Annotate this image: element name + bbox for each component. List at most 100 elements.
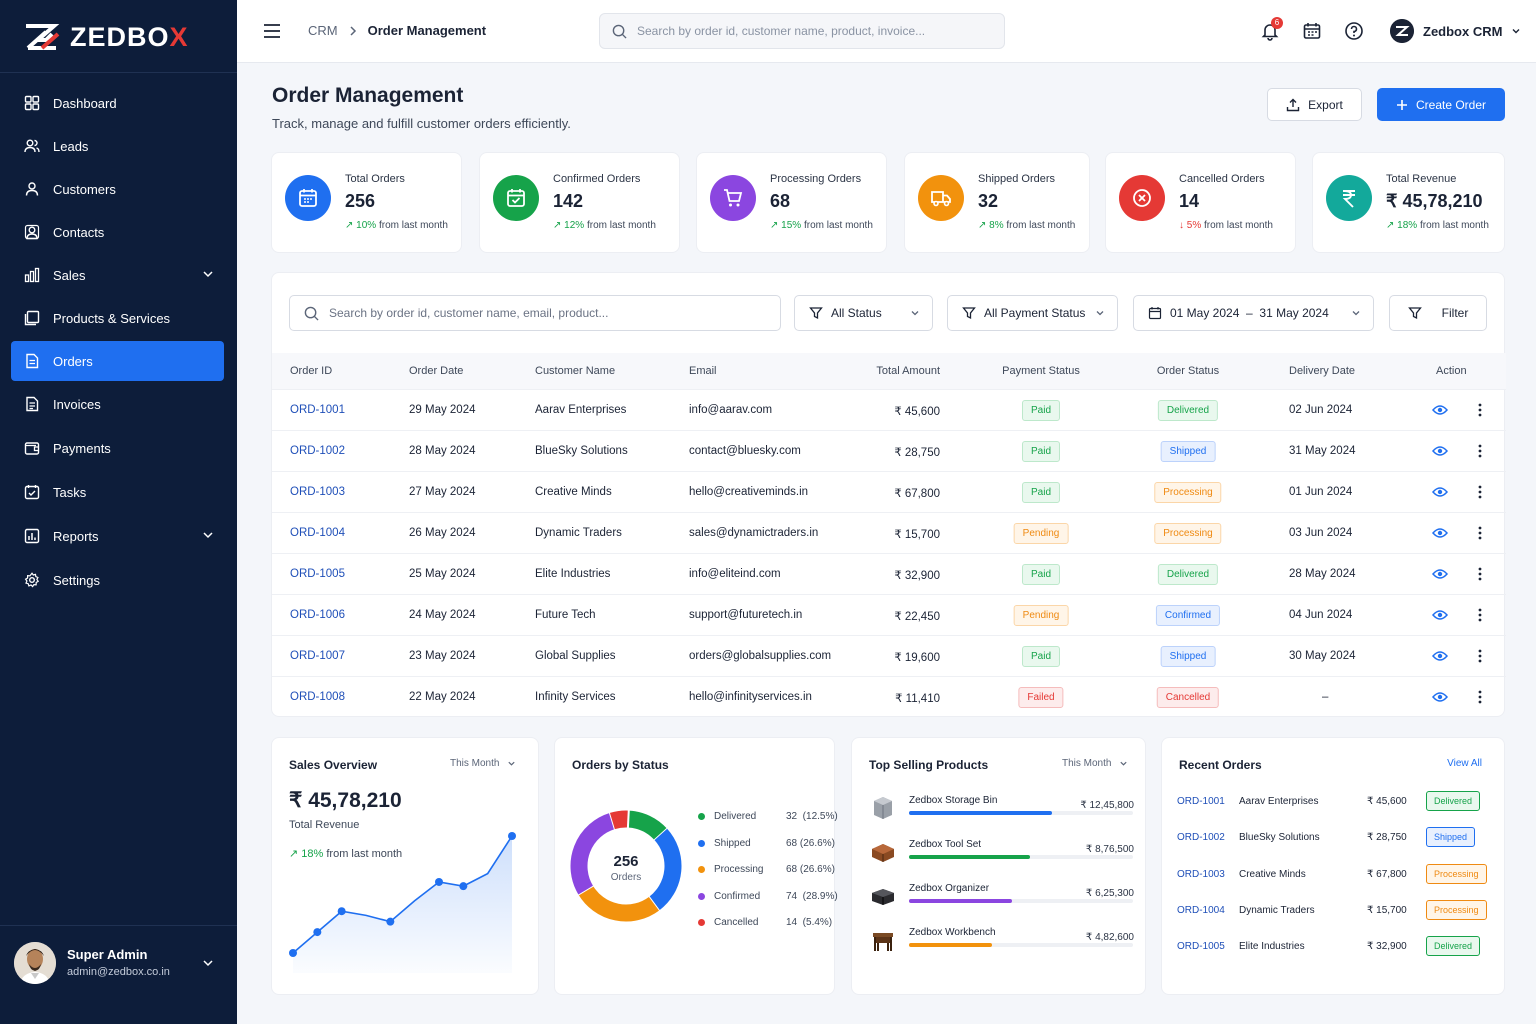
stat-card-shipped-orders[interactable]: Shipped Orders 32 ↗ 8% from last month xyxy=(904,152,1090,253)
recent-order-item[interactable]: ORD-1001 Aarav Enterprises ₹ 45,600 Deliver… xyxy=(1177,791,1489,813)
chevron-right-icon xyxy=(350,25,356,36)
period-dropdown[interactable]: This Month xyxy=(450,758,516,769)
table-row[interactable]: ORD-1006 24 May 2024 Future Tech support@fu… xyxy=(272,594,1506,635)
more-vertical-icon[interactable] xyxy=(1478,567,1482,581)
payment-status-badge: Paid xyxy=(1021,400,1061,421)
calendar-icon[interactable] xyxy=(1302,21,1322,41)
table-row[interactable]: ORD-1003 27 May 2024 Creative Minds hello@c… xyxy=(272,471,1506,512)
chevron-down-icon[interactable] xyxy=(202,957,214,969)
payment-status-filter[interactable]: All Payment Status xyxy=(947,295,1118,331)
period-dropdown[interactable]: This Month xyxy=(1062,758,1128,769)
product-item[interactable]: Zedbox Workbench ₹ 4,82,600 xyxy=(869,925,1134,961)
status-filter[interactable]: All Status xyxy=(794,295,933,331)
view-eye-icon[interactable] xyxy=(1432,445,1448,457)
global-search-input[interactable] xyxy=(637,24,977,38)
donut-slice-cancelled xyxy=(609,810,629,830)
order-id-link[interactable]: ORD-1004 xyxy=(290,527,345,539)
order-id-link[interactable]: ORD-1004 xyxy=(1177,904,1225,916)
view-eye-icon[interactable] xyxy=(1432,568,1448,580)
view-eye-icon[interactable] xyxy=(1432,609,1448,621)
help-icon[interactable] xyxy=(1344,21,1364,41)
sidebar-item-leads[interactable]: Leads xyxy=(11,126,224,166)
breadcrumb-root[interactable]: CRM xyxy=(308,23,338,38)
contact-icon xyxy=(24,224,40,240)
more-vertical-icon[interactable] xyxy=(1478,444,1482,458)
recent-order-item[interactable]: ORD-1004 Dynamic Traders ₹ 15,700 Processin… xyxy=(1177,899,1489,922)
legend-dot xyxy=(698,892,705,900)
product-item[interactable]: Zedbox Storage Bin ₹ 12,45,800 xyxy=(869,793,1134,829)
brand-logo[interactable]: ZEDBOX xyxy=(24,22,189,52)
customer-name: Infinity Services xyxy=(535,691,616,703)
more-vertical-icon[interactable] xyxy=(1478,485,1482,499)
recent-order-item[interactable]: ORD-1005 Elite Industries ₹ 32,900 Delivere… xyxy=(1177,936,1489,958)
more-vertical-icon[interactable] xyxy=(1478,526,1482,540)
order-id-link[interactable]: ORD-1005 xyxy=(290,568,345,580)
order-id-link[interactable]: ORD-1007 xyxy=(290,650,345,662)
sidebar-item-tasks[interactable]: Tasks xyxy=(11,472,224,512)
more-vertical-icon[interactable] xyxy=(1478,403,1482,417)
view-eye-icon[interactable] xyxy=(1432,650,1448,662)
view-all-link[interactable]: View All xyxy=(1447,758,1482,769)
sidebar-item-settings[interactable]: Settings xyxy=(11,560,224,600)
date-range-filter[interactable]: 01 May 2024 – 31 May 2024 xyxy=(1133,295,1374,331)
table-row[interactable]: ORD-1007 23 May 2024 Global Supplies orders… xyxy=(272,635,1506,676)
create-order-button[interactable]: Create Order xyxy=(1377,88,1505,121)
menu-icon[interactable] xyxy=(263,23,281,39)
organizer-image xyxy=(872,889,894,905)
sidebar-item-payments[interactable]: Payments xyxy=(11,428,224,468)
legend-label: Shipped xyxy=(714,837,751,849)
view-eye-icon[interactable] xyxy=(1432,527,1448,539)
page-title: Order Management xyxy=(272,84,464,107)
recent-order-item[interactable]: ORD-1002 BlueSky Solutions ₹ 28,750 Shipped xyxy=(1177,827,1489,849)
order-id-link[interactable]: ORD-1003 xyxy=(1177,868,1225,880)
product-item[interactable]: Zedbox Tool Set ₹ 8,76,500 xyxy=(869,837,1134,873)
order-id-link[interactable]: ORD-1006 xyxy=(290,609,345,621)
sidebar-item-invoices[interactable]: Invoices xyxy=(11,384,224,424)
sidebar-item-products-services[interactable]: Products & Services xyxy=(11,298,224,338)
order-id-link[interactable]: ORD-1002 xyxy=(1177,832,1225,844)
table-row[interactable]: ORD-1001 29 May 2024 Aarav Enterprises info… xyxy=(272,389,1506,430)
view-eye-icon[interactable] xyxy=(1432,486,1448,498)
legend-item: Confirmed 74 (28.9%) xyxy=(698,891,838,902)
sales-data-point xyxy=(289,949,297,957)
view-eye-icon[interactable] xyxy=(1432,404,1448,416)
calendar-icon xyxy=(1148,307,1162,320)
account-switcher[interactable]: Zedbox CRM xyxy=(1390,19,1521,43)
order-id-link[interactable]: ORD-1005 xyxy=(1177,941,1225,953)
legend-value: 14 (5.4%) xyxy=(786,917,833,928)
payment-status-badge: Failed xyxy=(1018,687,1064,708)
stat-card-total-revenue[interactable]: Total Revenue ₹ 45,78,210 ↗ 18% from last … xyxy=(1312,152,1505,253)
sidebar-item-dashboard[interactable]: Dashboard xyxy=(11,83,224,123)
stat-card-confirmed-orders[interactable]: Confirmed Orders 142 ↗ 12% from last month xyxy=(479,152,680,253)
table-row[interactable]: ORD-1004 26 May 2024 Dynamic Traders sales@… xyxy=(272,512,1506,553)
more-vertical-icon[interactable] xyxy=(1478,649,1482,663)
sidebar-item-customers[interactable]: Customers xyxy=(11,169,224,209)
sidebar-item-orders[interactable]: Orders xyxy=(11,341,224,381)
stat-card-total-orders[interactable]: Total Orders 256 ↗ 10% from last month xyxy=(271,152,462,253)
order-id-link[interactable]: ORD-1008 xyxy=(290,691,345,703)
order-id-link[interactable]: ORD-1003 xyxy=(290,486,345,498)
table-row[interactable]: ORD-1002 28 May 2024 BlueSky Solutions cont… xyxy=(272,430,1506,471)
filter-button[interactable]: Filter xyxy=(1389,295,1487,331)
table-search-input[interactable] xyxy=(329,306,769,320)
table-row[interactable]: ORD-1008 22 May 2024 Infinity Services hell… xyxy=(272,676,1506,717)
order-id-link[interactable]: ORD-1002 xyxy=(290,445,345,457)
user-profile[interactable]: Super Admin admin@zedbox.co.in xyxy=(14,942,224,984)
sales-icon xyxy=(24,267,40,283)
product-item[interactable]: Zedbox Organizer ₹ 6,25,300 xyxy=(869,881,1134,917)
sidebar-item-sales[interactable]: Sales xyxy=(11,255,224,295)
stat-card-processing-orders[interactable]: Processing Orders 68 ↗ 15% from last month xyxy=(696,152,887,253)
sidebar-item-reports[interactable]: Reports xyxy=(11,516,224,556)
order-id-link[interactable]: ORD-1001 xyxy=(1177,796,1225,807)
more-vertical-icon[interactable] xyxy=(1478,690,1482,704)
order-status-badge: Shipped xyxy=(1160,441,1216,462)
sidebar-item-contacts[interactable]: Contacts xyxy=(11,212,224,252)
table-row[interactable]: ORD-1005 25 May 2024 Elite Industries info@… xyxy=(272,553,1506,594)
view-eye-icon[interactable] xyxy=(1432,691,1448,703)
stat-card-cancelled-orders[interactable]: Cancelled Orders 14 ↓ 5% from last month xyxy=(1105,152,1296,253)
order-id-link[interactable]: ORD-1001 xyxy=(290,404,345,416)
more-vertical-icon[interactable] xyxy=(1478,608,1482,622)
recent-order-item[interactable]: ORD-1003 Creative Minds ₹ 67,800 Processing xyxy=(1177,863,1489,886)
trend-arrow-up-icon: ↗ xyxy=(289,848,299,860)
export-button[interactable]: Export xyxy=(1267,88,1362,121)
